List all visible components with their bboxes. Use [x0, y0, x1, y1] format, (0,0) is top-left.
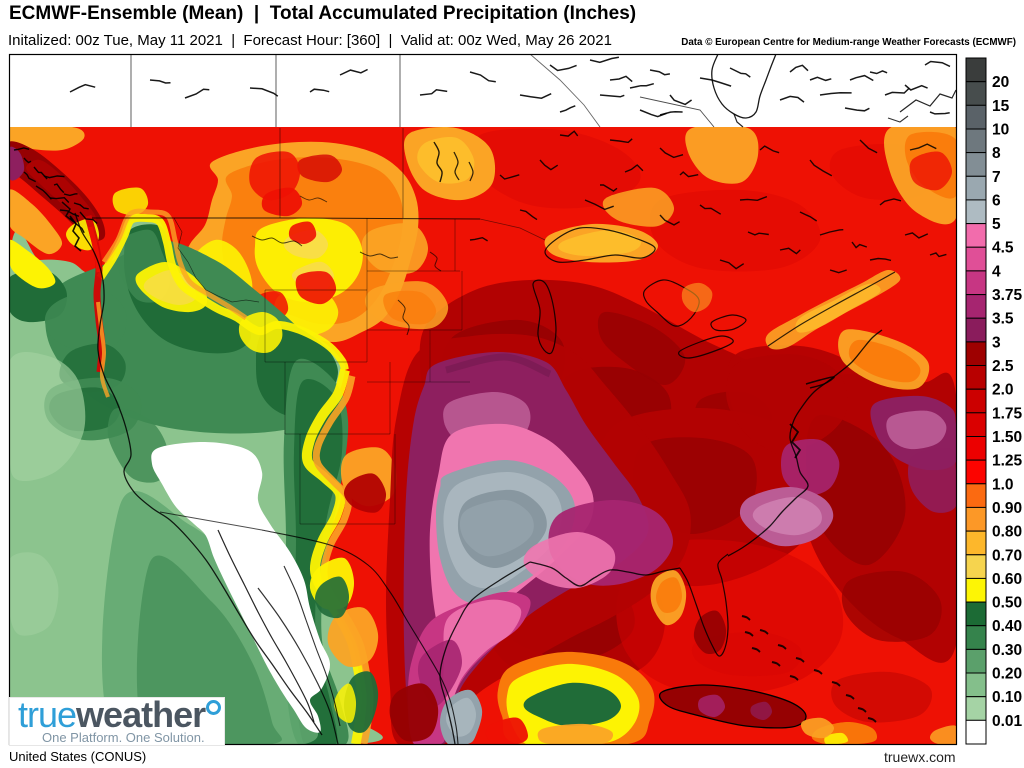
- svg-text:0.60: 0.60: [992, 571, 1022, 588]
- svg-text:10: 10: [992, 122, 1009, 139]
- svg-text:3: 3: [992, 334, 1001, 351]
- svg-text:2.0: 2.0: [992, 382, 1014, 399]
- svg-text:6: 6: [992, 192, 1001, 209]
- svg-text:0.80: 0.80: [992, 524, 1022, 541]
- svg-text:1.50: 1.50: [992, 429, 1022, 446]
- svg-text:8: 8: [992, 145, 1001, 162]
- svg-text:1.75: 1.75: [992, 405, 1023, 422]
- svg-text:0.30: 0.30: [992, 642, 1022, 659]
- svg-text:1.0: 1.0: [992, 476, 1014, 493]
- svg-text:0.10: 0.10: [992, 689, 1022, 706]
- svg-text:20: 20: [992, 74, 1009, 91]
- svg-text:0.01: 0.01: [992, 713, 1023, 730]
- svg-text:0.40: 0.40: [992, 618, 1022, 635]
- svg-text:7: 7: [992, 169, 1001, 186]
- svg-text:15: 15: [992, 98, 1010, 115]
- svg-text:0.20: 0.20: [992, 666, 1022, 683]
- svg-text:3.5: 3.5: [992, 311, 1014, 328]
- svg-text:0.90: 0.90: [992, 500, 1022, 517]
- svg-text:1.25: 1.25: [992, 453, 1023, 470]
- svg-text:3.75: 3.75: [992, 287, 1023, 304]
- svg-text:0.70: 0.70: [992, 547, 1022, 564]
- svg-text:0.50: 0.50: [992, 595, 1022, 612]
- svg-text:2.5: 2.5: [992, 358, 1014, 375]
- svg-text:5: 5: [992, 216, 1001, 233]
- svg-text:4.5: 4.5: [992, 240, 1014, 257]
- svg-text:4: 4: [992, 263, 1001, 280]
